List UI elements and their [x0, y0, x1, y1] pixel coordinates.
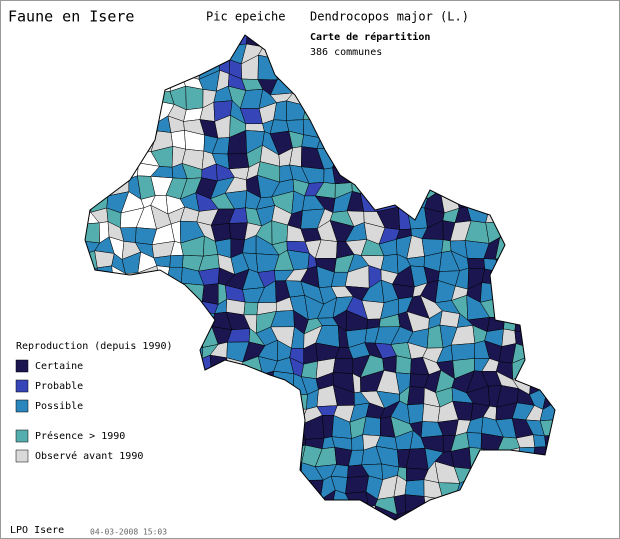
- commune: [450, 343, 476, 361]
- commune: [404, 479, 425, 497]
- legend-label: Certaine: [35, 361, 83, 372]
- commune: [201, 283, 219, 305]
- map-title: Carte de répartition: [310, 31, 430, 43]
- commune: [169, 254, 184, 268]
- commune: [441, 239, 452, 253]
- commune: [466, 432, 482, 449]
- legend-swatch: [15, 449, 29, 463]
- commune: [407, 386, 425, 406]
- commune-count: 386 communes: [310, 47, 382, 58]
- commune: [362, 416, 381, 437]
- commune: [271, 220, 289, 246]
- legend-label: Possible: [35, 401, 83, 412]
- site-title: Faune en Isere: [8, 8, 134, 26]
- commune: [467, 258, 486, 270]
- commune: [332, 358, 354, 374]
- commune: [407, 403, 425, 425]
- legend-swatch: [15, 399, 29, 413]
- commune: [405, 448, 429, 470]
- legend: Certaine Probable Possible Présence > 1990 O…: [15, 359, 143, 463]
- commune: [243, 301, 259, 316]
- commune: [439, 310, 461, 328]
- legend-swatch: [15, 429, 29, 443]
- department-outline: [84, 34, 556, 521]
- legend-title: Reproduction (depuis 1990): [16, 341, 173, 352]
- commune: [227, 153, 250, 170]
- species-name: Pic epeiche: [206, 10, 285, 24]
- legend-swatch: [15, 359, 29, 373]
- commune: [382, 355, 397, 373]
- commune: [422, 403, 441, 423]
- legend-swatch: [15, 379, 29, 393]
- latin-name: Dendrocopos major (L.): [310, 10, 469, 24]
- commune: [450, 447, 472, 470]
- commune: [395, 355, 412, 375]
- commune: [533, 434, 547, 448]
- commune: [345, 475, 370, 494]
- commune: [94, 250, 115, 269]
- footer-org: LPO Isere: [10, 525, 64, 536]
- legend-label: Observé avant 1990: [35, 450, 143, 462]
- footer-date: 04-03-2008 15:03: [90, 528, 167, 537]
- legend-label: Probable: [35, 381, 83, 392]
- commune: [185, 85, 204, 111]
- legend-label: Présence > 1990: [35, 430, 125, 442]
- commune: [228, 222, 248, 241]
